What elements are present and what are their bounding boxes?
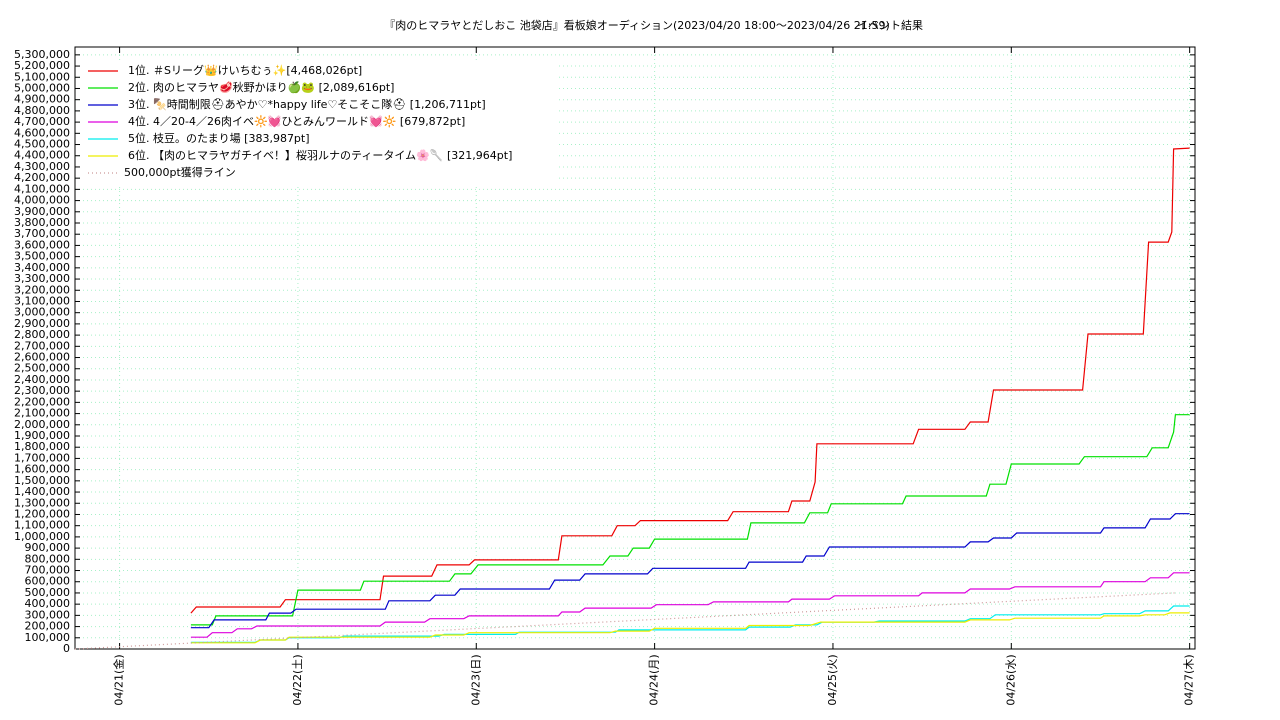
x-tick-label: 04/26(水) <box>1004 654 1017 705</box>
legend-label: 5位. 枝豆。のたまり場 [383,987pt] <box>128 131 310 145</box>
y-tick-label: 3,700,000 <box>14 227 70 240</box>
y-tick-label: 3,000,000 <box>14 306 70 319</box>
y-tick-label: 600,000 <box>25 575 71 588</box>
y-tick-label: 2,300,000 <box>14 384 70 397</box>
y-tick-label: 3,500,000 <box>14 250 70 263</box>
y-tick-label: 4,200,000 <box>14 171 70 184</box>
chart-subtitle: イベント結果 <box>857 18 923 32</box>
y-tick-label: 1,800,000 <box>14 440 70 453</box>
plot-frame <box>74 46 1196 650</box>
series-line <box>74 592 1176 650</box>
y-tick-label: 3,600,000 <box>14 238 70 251</box>
y-tick-label: 4,100,000 <box>14 182 70 195</box>
series-line <box>190 572 1190 638</box>
y-tick-label: 1,000,000 <box>14 530 70 543</box>
x-tick-label: 04/23(日) <box>469 654 482 705</box>
y-tick-label: 3,900,000 <box>14 205 70 218</box>
legend-label: 2位. 肉のヒマラヤ🥩秋野かほり🍏🐸 [2,089,616pt] <box>128 80 394 94</box>
y-tick-label: 1,500,000 <box>14 474 70 487</box>
chart-title: 『肉のヒマラヤとだしおこ 池袋店』看板娘オーディション(2023/04/20 1… <box>384 18 890 32</box>
x-tick-label: 04/24(月) <box>648 654 661 705</box>
y-tick-label: 3,800,000 <box>14 216 70 229</box>
y-tick-label: 1,700,000 <box>14 451 70 464</box>
y-tick-label: 2,100,000 <box>14 407 70 420</box>
y-tick-label: 4,600,000 <box>14 126 70 139</box>
y-tick-label: 3,100,000 <box>14 294 70 307</box>
y-tick-label: 4,300,000 <box>14 160 70 173</box>
x-tick-label: 04/25(火) <box>826 654 839 705</box>
y-tick-label: 300,000 <box>25 608 71 621</box>
x-tick-label: 04/21(金) <box>112 654 126 705</box>
y-tick-label: 4,000,000 <box>14 194 70 207</box>
y-tick-label: 100,000 <box>25 631 71 644</box>
y-tick-label: 2,200,000 <box>14 395 70 408</box>
y-tick-label: 1,600,000 <box>14 463 70 476</box>
y-tick-label: 4,700,000 <box>14 115 70 128</box>
y-tick-label: 1,200,000 <box>14 507 70 520</box>
y-tick-label: 700,000 <box>25 564 71 577</box>
y-tick-label: 0 <box>63 642 70 655</box>
y-tick-label: 2,500,000 <box>14 362 70 375</box>
y-tick-label: 4,400,000 <box>14 149 70 162</box>
y-tick-label: 3,200,000 <box>14 283 70 296</box>
y-tick-label: 3,400,000 <box>14 261 70 274</box>
legend-label: 6位. 【肉のヒマラヤガチイベ！】桜羽ルナのティータイム🌸🥄 [321,964p… <box>128 148 512 162</box>
y-tick-label: 1,300,000 <box>14 496 70 509</box>
y-tick-label: 2,700,000 <box>14 339 70 352</box>
legend-label: 3位. 🍢時間制限⛑あやか♡*happy life♡そこそこ隊⛑ [1,206,… <box>128 97 486 111</box>
y-tick-label: 1,900,000 <box>14 429 70 442</box>
series-line <box>190 612 1190 644</box>
y-tick-label: 5,000,000 <box>14 81 70 94</box>
y-tick-label: 800,000 <box>25 552 71 565</box>
y-tick-label: 200,000 <box>25 620 71 633</box>
x-tick-label: 04/22(土) <box>291 654 304 705</box>
y-tick-label: 4,800,000 <box>14 104 70 117</box>
y-tick-label: 1,400,000 <box>14 485 70 498</box>
y-tick-label: 900,000 <box>25 541 71 554</box>
y-tick-label: 2,900,000 <box>14 317 70 330</box>
y-tick-label: 2,000,000 <box>14 418 70 431</box>
y-tick-label: 5,200,000 <box>14 59 70 72</box>
y-tick-label: 4,900,000 <box>14 93 70 106</box>
y-tick-label: 2,600,000 <box>14 351 70 364</box>
legend-label: 4位. 4／20-4／26肉イベ🔆💓ひとみんワールド💓🔆 [679,872pt] <box>128 114 465 128</box>
y-tick-label: 400,000 <box>25 597 71 610</box>
y-tick-label: 3,300,000 <box>14 272 70 285</box>
legend-label: 500,000pt獲得ライン <box>124 166 236 179</box>
series-line <box>190 147 1190 614</box>
y-tick-label: 4,500,000 <box>14 138 70 151</box>
y-tick-label: 2,400,000 <box>14 373 70 386</box>
y-tick-label: 5,300,000 <box>14 48 70 61</box>
y-tick-label: 5,100,000 <box>14 70 70 83</box>
y-tick-label: 500,000 <box>25 586 71 599</box>
y-tick-label: 2,800,000 <box>14 328 70 341</box>
legend-label: 1位. ＃Sリーグ👑けいちむぅ✨[4,468,026pt] <box>128 63 362 77</box>
x-tick-label: 04/27(木) <box>1183 654 1196 705</box>
series-line <box>190 513 1190 629</box>
series-line <box>190 414 1190 626</box>
legend-box <box>80 60 556 185</box>
y-tick-label: 1,100,000 <box>14 519 70 532</box>
